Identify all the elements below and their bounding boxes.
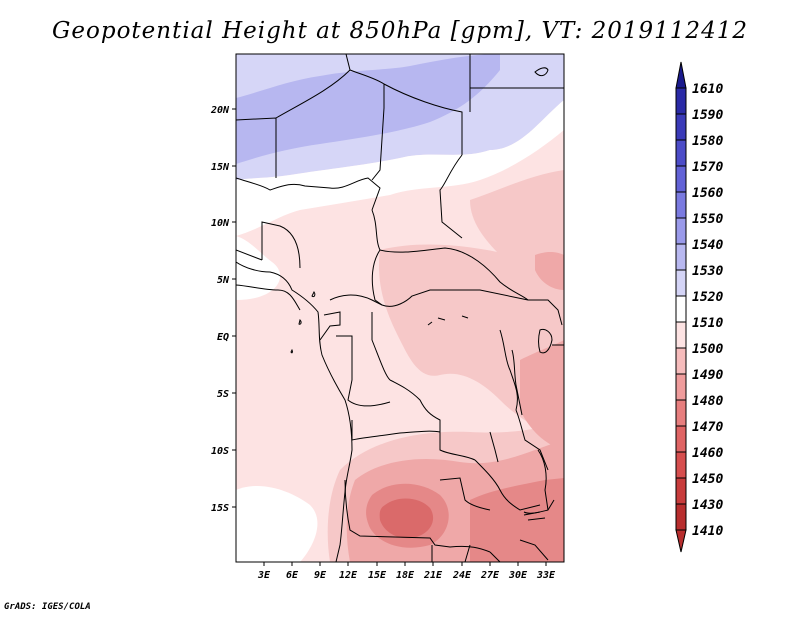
lat-label-10s: 10S: [211, 446, 229, 457]
lat-label-5n: 5N: [217, 275, 230, 286]
lat-label-15s: 15S: [211, 503, 229, 514]
lat-label-5s: 5S: [217, 389, 229, 400]
colorbar-swatch: [675, 295, 687, 323]
colorbar-swatch: [675, 243, 687, 271]
colorbar-swatch: [675, 451, 687, 479]
field-pink-mid-ne: [535, 251, 564, 290]
lon-label-21e: 21E: [423, 570, 443, 581]
field-pink-mid-east: [520, 340, 564, 450]
lon-label-27e: 27E: [480, 570, 500, 581]
field-white-band: [236, 100, 564, 236]
colorbar-label: 1540: [692, 238, 723, 253]
lon-label-12e: 12E: [339, 570, 358, 581]
colorbar-label: 1570: [692, 160, 723, 175]
field-red-se: [470, 478, 564, 562]
lat-label-15n: 15N: [211, 162, 230, 173]
colorbar-swatch: [675, 269, 687, 297]
map-frame: [235, 53, 565, 563]
lat-label-10n: 10N: [211, 218, 230, 229]
field-blue-dark: [236, 54, 500, 164]
colorbar-label: 1590: [692, 108, 723, 123]
colorbar-swatch: [675, 87, 687, 115]
field-white-coast: [236, 236, 281, 300]
colorbar-label: 1460: [692, 446, 723, 461]
colorbar: 1610 1590 1580 1570 1560 1550 1540 1530 1520 1510…: [675, 61, 723, 553]
colorbar-swatch: [675, 347, 687, 375]
colorbar-swatch: [675, 191, 687, 219]
colorbar-label: 1550: [692, 212, 723, 227]
colorbar-top-arrow: [675, 61, 687, 89]
colorbar-label: 1610: [692, 82, 723, 97]
colorbar-swatch: [675, 399, 687, 427]
lon-label-15e: 15E: [368, 570, 387, 581]
geopotential-field: [236, 54, 564, 562]
lon-label-30e: 30E: [508, 570, 528, 581]
lon-label-9e: 9E: [314, 570, 327, 581]
colorbar-swatch: [675, 321, 687, 349]
field-white-south: [236, 485, 318, 562]
colorbar-label: 1520: [692, 290, 723, 305]
colorbar-swatch: [675, 425, 687, 453]
colorbar-label: 1580: [692, 134, 723, 149]
lon-ticks: 3E 6E 9E 12E 15E 18E 21E 24E 27E 30E 33E: [257, 562, 556, 581]
colorbar-swatch: [675, 217, 687, 245]
colorbar-label: 1510: [692, 316, 723, 331]
colorbar-swatch: [675, 477, 687, 505]
colorbar-label: 1430: [692, 498, 723, 513]
field-red-dark-angola: [379, 498, 434, 539]
colorbar-label: 1450: [692, 472, 723, 487]
colorbar-swatch: [675, 503, 687, 531]
colorbar-swatch: [675, 113, 687, 141]
colorbar-label: 1560: [692, 186, 723, 201]
colorbar-swatch: [675, 373, 687, 401]
colorbar-swatch: [675, 165, 687, 193]
country-borders: [236, 54, 564, 562]
colorbar-swatch: [675, 139, 687, 167]
colorbar-label: 1470: [692, 420, 723, 435]
colorbar-label: 1410: [692, 524, 723, 539]
lat-label-20n: 20N: [210, 105, 230, 116]
lon-label-18e: 18E: [396, 570, 415, 581]
colorbar-label: 1500: [692, 342, 723, 357]
lat-label-eq: EQ: [217, 332, 229, 343]
lon-label-3e: 3E: [257, 570, 271, 581]
colorbar-label: 1530: [692, 264, 723, 279]
lat-ticks: 20N 15N 10N 5N EQ 5S 10S 15S: [210, 105, 236, 514]
colorbar-bottom-arrow: [675, 529, 687, 553]
lon-label-6e: 6E: [286, 570, 299, 581]
lon-label-24e: 24E: [452, 570, 472, 581]
lon-label-33e: 33E: [536, 570, 556, 581]
colorbar-label: 1490: [692, 368, 723, 383]
chart-title: Geopotential Height at 850hPa [gpm], VT:…: [52, 18, 748, 44]
colorbar-label: 1480: [692, 394, 723, 409]
credit-text: GrADS: IGES/COLA: [4, 602, 91, 612]
